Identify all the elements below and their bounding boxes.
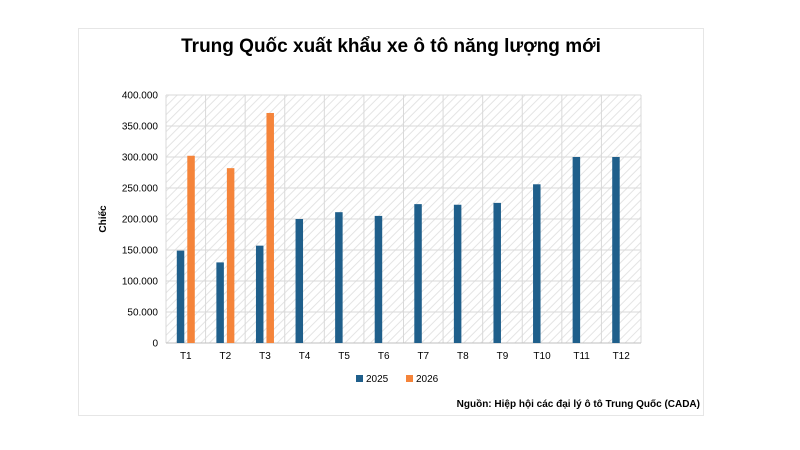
- y-tick-label: 350.000: [122, 122, 159, 133]
- y-tick-label: 50.000: [127, 308, 158, 319]
- x-tick-label: T6: [378, 351, 390, 362]
- x-tick-label: T9: [497, 351, 509, 362]
- x-tick-label: T8: [457, 351, 469, 362]
- legend-label-2026: 2026: [416, 374, 439, 385]
- bar-2026-T2: [226, 168, 235, 343]
- x-tick-label: T1: [180, 351, 192, 362]
- bar-2025-T5: [335, 212, 343, 343]
- x-tick-label: T11: [573, 351, 590, 362]
- bar-2025-T11: [572, 157, 581, 343]
- x-tick-label: T2: [220, 351, 232, 362]
- y-tick-label: 100.000: [122, 277, 159, 288]
- legend-label-2025: 2025: [366, 374, 389, 385]
- legend-swatch-2025: [356, 375, 363, 382]
- y-tick-label: 300.000: [122, 153, 159, 164]
- bar-2026-T3: [266, 112, 274, 343]
- bar-2025-T7: [414, 204, 422, 343]
- bar-2025-T10: [533, 184, 541, 343]
- bar-2025-T1: [176, 250, 185, 343]
- bar-2025-T6: [374, 215, 383, 343]
- y-axis-label: Chiếc: [97, 205, 109, 233]
- y-tick-label: 400.000: [122, 91, 159, 102]
- x-tick-label: T7: [417, 351, 429, 362]
- source-note: Nguồn: Hiệp hội các đại lý ô tô Trung Qu…: [456, 399, 700, 410]
- x-tick-label: T10: [533, 351, 551, 362]
- chart-title: Trung Quốc xuất khẩu xe ô tô năng lượng …: [181, 36, 601, 57]
- bar-2026-T1: [187, 155, 195, 343]
- bar-2025-T9: [493, 202, 501, 343]
- bar-2025-T8: [453, 204, 462, 343]
- bar-2025-T3: [255, 245, 264, 343]
- x-tick-label: T4: [299, 351, 311, 362]
- x-tick-label: T12: [613, 351, 631, 362]
- x-tick-label: T3: [259, 351, 271, 362]
- legend-swatch-2026: [406, 375, 413, 382]
- bar-2025-T12: [612, 157, 620, 343]
- y-tick-label: 200.000: [122, 215, 159, 226]
- bar-2025-T2: [216, 262, 224, 343]
- y-tick-label: 0: [152, 339, 158, 350]
- bar-2025-T4: [295, 219, 304, 343]
- x-tick-label: T5: [338, 351, 350, 362]
- y-tick-label: 150.000: [122, 246, 159, 257]
- y-tick-label: 250.000: [122, 184, 159, 195]
